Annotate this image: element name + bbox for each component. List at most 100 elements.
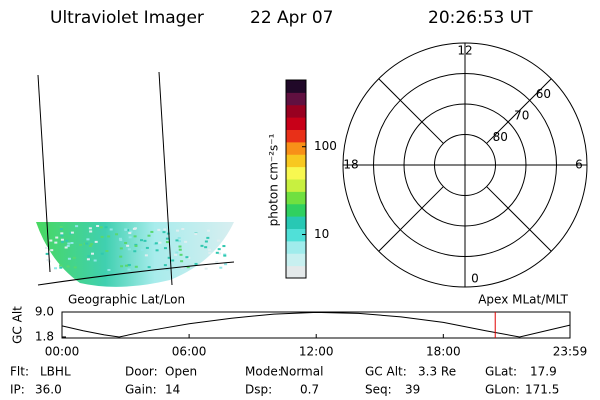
speckle — [177, 237, 181, 240]
speckle — [105, 250, 109, 253]
speckle — [94, 240, 98, 243]
speckle — [90, 252, 94, 255]
speckle — [120, 265, 124, 268]
x-tick-label: 12:00 — [299, 345, 334, 359]
speckle — [177, 240, 181, 243]
speckle — [217, 248, 221, 251]
colorbar-block — [286, 179, 306, 192]
colorbar-block — [286, 203, 306, 217]
colorbar-block — [286, 253, 306, 267]
speckle — [194, 233, 198, 236]
speckle — [223, 253, 227, 256]
speckle — [155, 249, 159, 252]
info-label: GLon: — [485, 383, 520, 397]
info-value: 171.5 — [525, 383, 559, 397]
speckle — [144, 254, 148, 257]
speckle — [223, 254, 227, 257]
info-value: LBHL — [40, 365, 71, 379]
speckle — [60, 238, 64, 241]
speckle — [79, 243, 83, 246]
speckle — [154, 242, 158, 245]
colorbar-block — [286, 166, 306, 180]
speckle — [163, 247, 167, 250]
lat-ring — [403, 103, 527, 227]
colorbar-block — [286, 104, 306, 118]
speckle — [180, 260, 184, 263]
speckle — [93, 259, 97, 262]
speckle — [133, 250, 137, 253]
speckle — [90, 243, 94, 246]
info-label: Gain: — [125, 383, 157, 397]
info-label: Seq: — [365, 383, 392, 397]
speckle — [206, 236, 210, 239]
time: 20:26:53 UT — [428, 8, 533, 28]
speckle — [208, 248, 212, 251]
speckle — [194, 262, 198, 265]
speckle — [163, 264, 167, 267]
y-tick-label: 1.8 — [35, 329, 54, 343]
swath — [36, 222, 234, 287]
speckle — [55, 236, 59, 239]
colorbar-block — [286, 228, 306, 242]
map-grid-line — [37, 74, 51, 273]
image-panel — [36, 222, 234, 287]
speckle — [134, 265, 138, 268]
x-tick-label: 00:00 — [45, 345, 80, 359]
speckle — [200, 244, 204, 247]
speckle — [87, 255, 91, 258]
speckle — [75, 225, 79, 228]
speckle — [118, 237, 122, 240]
speckle — [134, 243, 138, 246]
speckle — [187, 256, 191, 259]
speckle — [175, 239, 179, 242]
speckle — [115, 233, 119, 236]
map-label: Geographic Lat/Lon — [68, 293, 185, 307]
speckle — [126, 229, 130, 232]
speckle — [216, 239, 220, 242]
info-label: GLat: — [485, 365, 517, 379]
speckle — [85, 242, 89, 245]
speckle — [86, 238, 90, 241]
speckle — [140, 248, 144, 251]
speckle — [107, 235, 111, 238]
speckle — [127, 248, 131, 251]
y-tick-label: 9.0 — [35, 305, 54, 319]
info-value: 39 — [405, 383, 420, 397]
colorbar-block — [286, 216, 306, 229]
speckle — [132, 227, 136, 230]
speckle — [204, 246, 208, 249]
info-label: Mode: — [245, 365, 282, 379]
speckle — [157, 228, 161, 231]
x-tick-label: 18:00 — [426, 345, 461, 359]
speckle — [88, 244, 92, 247]
lat-label: 70 — [514, 108, 529, 122]
speckle — [219, 266, 223, 269]
speckle — [180, 266, 184, 269]
polar-spoke — [486, 186, 552, 252]
colorbar-block — [286, 129, 306, 143]
polar-spoke — [486, 78, 552, 144]
speckle — [99, 226, 103, 229]
speckle — [176, 229, 180, 232]
speckle — [133, 235, 137, 238]
colorbar-block — [286, 141, 306, 155]
info-label: IP: — [10, 383, 25, 397]
speckle — [139, 239, 143, 242]
speckle — [165, 241, 169, 244]
speckle — [49, 239, 53, 242]
speckle — [54, 241, 58, 244]
altitude-ylabel: GC Alt — [11, 306, 25, 344]
speckle — [134, 244, 138, 247]
speckle — [175, 251, 179, 254]
speckle — [129, 230, 133, 233]
speckle — [222, 245, 226, 248]
speckle — [70, 242, 74, 244]
speckle — [54, 267, 58, 270]
speckle — [59, 266, 63, 269]
info-label: Door: — [125, 365, 158, 379]
speckle — [165, 268, 169, 271]
colorbar-tick-label: 100 — [314, 139, 337, 153]
speckle — [86, 258, 90, 261]
speckle — [45, 246, 49, 249]
speckle — [96, 225, 100, 228]
